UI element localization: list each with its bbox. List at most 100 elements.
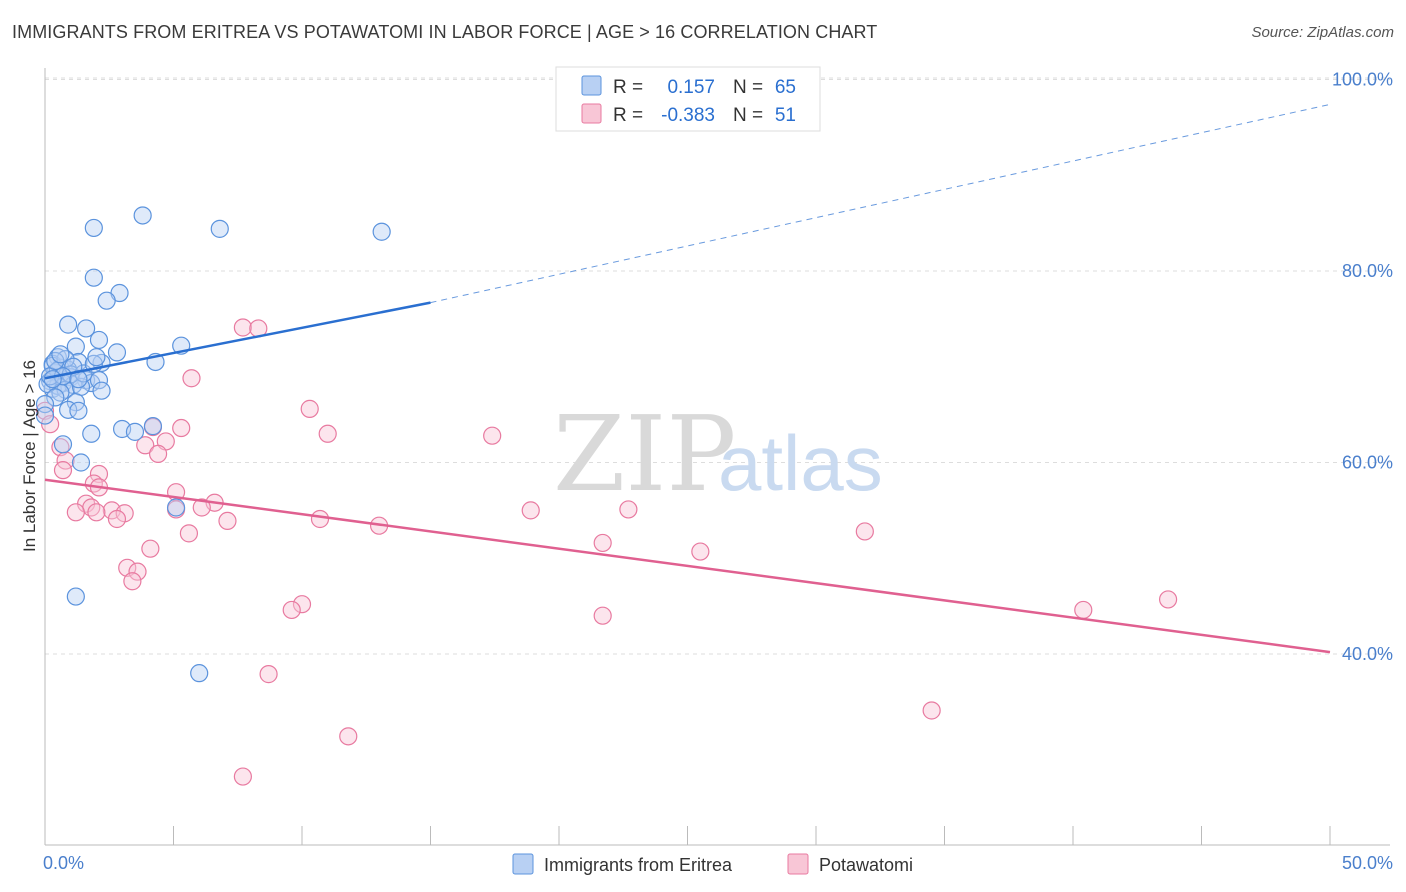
trend-line-eritrea xyxy=(44,301,431,380)
point-potawatomi xyxy=(259,665,278,684)
point-eritrea xyxy=(87,348,106,367)
point-potawatomi xyxy=(128,562,147,581)
point-eritrea xyxy=(190,664,209,683)
point-potawatomi xyxy=(179,524,199,543)
series-legend-label-potawatomi: Potawatomi xyxy=(819,855,913,875)
point-potawatomi xyxy=(35,401,55,420)
point-potawatomi xyxy=(136,436,155,455)
point-potawatomi xyxy=(141,539,160,558)
point-potawatomi xyxy=(619,500,638,519)
point-potawatomi xyxy=(53,461,73,480)
point-potawatomi xyxy=(182,369,201,388)
point-eritrea xyxy=(77,319,96,338)
point-eritrea xyxy=(84,268,103,287)
point-potawatomi xyxy=(172,418,191,438)
point-eritrea xyxy=(53,435,73,454)
watermark-zip: ZIP xyxy=(553,393,736,515)
legend-r-label-potawatomi: R = xyxy=(613,105,643,126)
point-eritrea xyxy=(133,206,152,225)
legend-r-label-eritrea: R = xyxy=(613,77,643,98)
chart-title: IMMIGRANTS FROM ERITREA VS POTAWATOMI IN… xyxy=(12,22,878,42)
point-potawatomi xyxy=(855,522,874,541)
point-potawatomi xyxy=(483,426,502,445)
y-tick-label: 80.0% xyxy=(1342,261,1393,281)
watermark-atlas: atlas xyxy=(718,419,883,507)
point-eritrea xyxy=(69,401,88,420)
point-eritrea xyxy=(82,424,101,443)
point-eritrea xyxy=(125,422,145,441)
point-eritrea xyxy=(51,345,70,364)
point-potawatomi xyxy=(233,767,252,786)
point-potawatomi xyxy=(87,503,106,522)
point-potawatomi xyxy=(521,501,540,520)
trend-line-eritrea-extension xyxy=(430,103,1331,304)
point-potawatomi xyxy=(233,318,252,337)
point-potawatomi xyxy=(922,701,941,720)
y-axis-label: In Labor Force | Age > 16 xyxy=(20,360,39,552)
point-eritrea xyxy=(372,222,391,241)
point-eritrea xyxy=(46,388,65,407)
point-eritrea xyxy=(89,330,109,350)
legend-n-value-eritrea: 65 xyxy=(775,77,796,98)
point-potawatomi xyxy=(107,509,127,529)
y-tick-label: 60.0% xyxy=(1342,453,1393,473)
point-potawatomi xyxy=(218,511,237,531)
point-eritrea xyxy=(97,291,116,310)
point-potawatomi xyxy=(292,595,312,614)
point-eritrea xyxy=(107,343,127,362)
legend-r-value-eritrea: 0.157 xyxy=(667,77,715,98)
point-eritrea xyxy=(71,453,91,472)
point-potawatomi xyxy=(51,438,70,457)
series-legend-swatch-eritrea xyxy=(512,853,534,875)
point-eritrea xyxy=(210,219,229,238)
point-eritrea xyxy=(92,381,111,400)
y-tick-labels: 40.0% 60.0% 80.0% 100.0% xyxy=(1332,70,1393,665)
y-tick-label: 100.0% xyxy=(1332,70,1393,90)
point-potawatomi xyxy=(318,424,337,443)
series-legend-swatch-potawatomi xyxy=(787,853,809,875)
point-potawatomi xyxy=(691,542,710,561)
point-potawatomi xyxy=(1074,600,1093,620)
point-potawatomi xyxy=(41,415,60,434)
point-potawatomi xyxy=(310,509,330,529)
legend-swatch-eritrea xyxy=(581,75,602,96)
series-legend-label-eritrea: Immigrants from Eritrea xyxy=(544,855,733,875)
point-eritrea xyxy=(166,498,186,517)
point-eritrea xyxy=(143,417,163,436)
point-potawatomi xyxy=(1158,590,1178,609)
grid-lines xyxy=(45,77,1390,655)
point-potawatomi xyxy=(300,399,319,418)
legend-n-value-potawatomi: 51 xyxy=(775,105,796,126)
point-eritrea xyxy=(66,337,85,356)
legend-n-label-eritrea: N = xyxy=(733,77,763,98)
point-eritrea xyxy=(66,587,85,606)
point-potawatomi xyxy=(192,498,211,517)
series-legend: Immigrants from Eritrea Potawatomi xyxy=(512,853,913,875)
correlation-legend: R = 0.157 N = 65 R = -0.383 N = 51 xyxy=(555,66,821,132)
x-tick-label-end: 50.0% xyxy=(1342,853,1393,873)
point-potawatomi xyxy=(593,606,612,625)
point-potawatomi xyxy=(89,464,109,484)
trend-line-potawatomi xyxy=(44,478,1331,654)
point-potawatomi xyxy=(118,558,137,577)
point-eritrea xyxy=(59,315,78,334)
point-potawatomi xyxy=(339,727,358,746)
point-potawatomi xyxy=(593,533,612,553)
trend-lines xyxy=(44,103,1331,654)
legend-n-label-potawatomi: N = xyxy=(733,105,763,126)
point-eritrea xyxy=(89,371,109,390)
y-tick-label: 40.0% xyxy=(1342,644,1393,664)
point-eritrea xyxy=(43,370,62,389)
point-eritrea xyxy=(35,406,55,425)
legend-swatch-potawatomi xyxy=(581,103,602,124)
legend-r-value-potawatomi: -0.383 xyxy=(661,105,715,126)
point-eritrea xyxy=(84,218,103,238)
axes xyxy=(44,68,1390,846)
point-potawatomi xyxy=(123,572,142,591)
chart-source: Source: ZipAtlas.com xyxy=(1251,24,1394,41)
x-tick-labels: 0.0% 50.0% xyxy=(43,853,1393,873)
watermark: ZIP atlas xyxy=(553,393,883,515)
point-potawatomi xyxy=(66,503,85,522)
x-tick-label-start: 0.0% xyxy=(43,853,84,873)
